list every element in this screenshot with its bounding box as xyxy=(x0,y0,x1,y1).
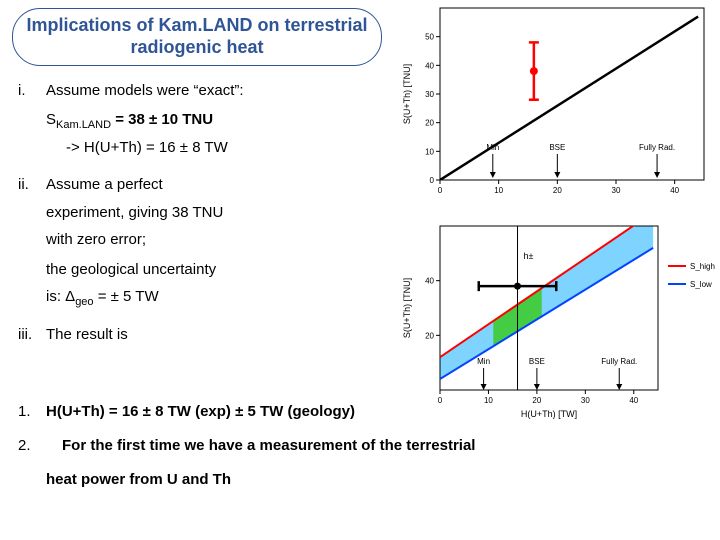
svg-text:10: 10 xyxy=(484,396,493,405)
svg-text:h±: h± xyxy=(524,251,534,261)
svg-text:S_high: S_high xyxy=(690,262,715,271)
svg-text:50: 50 xyxy=(425,33,434,42)
svg-text:30: 30 xyxy=(425,90,434,99)
svg-text:20: 20 xyxy=(425,119,434,128)
svg-text:H(U+Th) [TW]: H(U+Th) [TW] xyxy=(521,409,577,419)
svg-text:Fully Rad.: Fully Rad. xyxy=(639,143,675,152)
item-iii-text: The result is xyxy=(46,324,398,347)
item-2: 2. For the first time we have a measurem… xyxy=(18,434,702,458)
item-i-line2: SKam.LAND = 38 ± 10 TNU xyxy=(46,109,398,134)
svg-text:S(U+Th) [TNU]: S(U+Th) [TNU] xyxy=(402,64,412,124)
svg-text:Min: Min xyxy=(486,143,499,152)
item-2-num: 2. xyxy=(18,434,46,458)
item-i-body: Assume models were “exact”: xyxy=(46,80,398,103)
chart-bottom: 0 10 20 30 40 20 40 S(U+Th) [TNU] H(U+Th) [TW] h±… xyxy=(398,220,716,420)
svg-text:BSE: BSE xyxy=(549,143,565,152)
item-2-line1: For the first time we have a measurement… xyxy=(62,434,702,458)
item-ii-line2: experiment, giving 38 TNU xyxy=(46,202,398,225)
svg-text:0: 0 xyxy=(438,186,443,195)
item-i: i. Assume models were “exact”: xyxy=(18,80,398,103)
svg-text:S(U+Th) [TNU]: S(U+Th) [TNU] xyxy=(402,278,412,338)
svg-text:Min: Min xyxy=(477,357,490,366)
svg-text:20: 20 xyxy=(425,331,434,340)
svg-text:S_low: S_low xyxy=(690,280,712,289)
item-ii-line5: is: Δgeo = ± 5 TW xyxy=(46,286,398,311)
item-1-num: 1. xyxy=(18,400,46,424)
item-i-line3: -> H(U+Th) = 16 ± 8 TW xyxy=(66,137,398,160)
item-ii-body: Assume a perfect xyxy=(46,174,398,197)
item-ii-num: ii. xyxy=(18,174,46,197)
item-iii-num: iii. xyxy=(18,324,46,347)
chart-top: 0 10 20 30 40 0 10 20 30 40 50 S(U+Th) [TNU] Min BSE F… xyxy=(398,0,716,210)
svg-text:10: 10 xyxy=(425,147,434,156)
svg-text:40: 40 xyxy=(629,396,638,405)
svg-text:Fully Rad.: Fully Rad. xyxy=(601,357,637,366)
svg-text:10: 10 xyxy=(494,186,503,195)
item-ii-line4: the geological uncertainty xyxy=(46,259,398,282)
svg-text:20: 20 xyxy=(553,186,562,195)
svg-text:BSE: BSE xyxy=(529,357,545,366)
svg-text:40: 40 xyxy=(425,277,434,286)
svg-text:0: 0 xyxy=(438,396,443,405)
svg-text:30: 30 xyxy=(612,186,621,195)
item-i-num: i. xyxy=(18,80,46,103)
svg-text:0: 0 xyxy=(430,176,435,185)
item-ii-line1: Assume a perfect xyxy=(46,174,398,197)
bullet-list: i. Assume models were “exact”: SKam.LAND… xyxy=(18,80,398,353)
svg-text:30: 30 xyxy=(581,396,590,405)
item-2-line2: heat power from U and Th xyxy=(46,468,702,492)
svg-text:40: 40 xyxy=(425,61,434,70)
item-ii: ii. Assume a perfect xyxy=(18,174,398,197)
title-text: Implications of Kam.LAND on terrestrial … xyxy=(23,15,371,58)
item-ii-line3: with zero error; xyxy=(46,229,398,252)
item-iii: iii. The result is xyxy=(18,324,398,347)
svg-text:20: 20 xyxy=(532,396,541,405)
item-i-line1: Assume models were “exact”: xyxy=(46,80,398,103)
svg-text:40: 40 xyxy=(670,186,679,195)
slide-title: Implications of Kam.LAND on terrestrial … xyxy=(12,8,382,66)
